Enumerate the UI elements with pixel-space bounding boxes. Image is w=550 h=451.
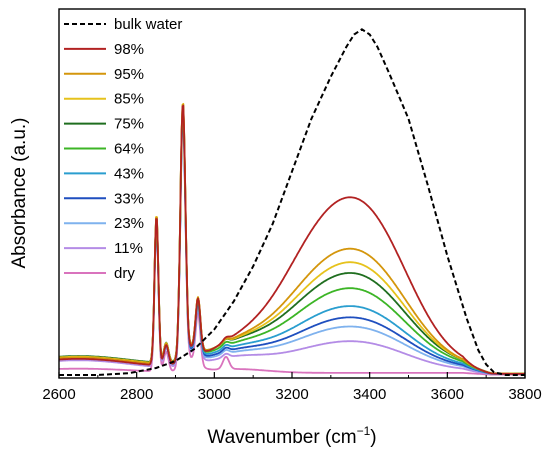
legend: bulk water 98% 95% 85% 75% 64% 43% 33% 23% 11% dry [64, 16, 182, 282]
legend-label: 43% [114, 165, 144, 182]
x-tick-label: 3200 [275, 386, 308, 403]
legend-label: bulk water [114, 16, 182, 33]
legend-label: 64% [114, 141, 144, 158]
legend-label: 11% [114, 240, 143, 257]
series-line-95-percent [59, 103, 525, 375]
x-tick-label: 3000 [198, 386, 231, 403]
x-axis-title-close: ) [370, 427, 376, 448]
series-line-bulk-water [59, 28, 525, 376]
x-tick-label: 3400 [353, 386, 386, 403]
series-line-98-percent [59, 104, 525, 375]
legend-label: 75% [114, 116, 144, 133]
legend-label: 95% [114, 66, 144, 83]
x-tick-label: 2800 [120, 386, 153, 403]
series-layer [59, 28, 525, 376]
x-axis-title-sup: −1 [357, 424, 371, 438]
legend-label: dry [114, 265, 135, 282]
x-tick-label: 2600 [42, 386, 75, 403]
legend-label: 33% [114, 190, 144, 207]
legend-label: 23% [114, 215, 144, 232]
x-tick-label: 3600 [431, 386, 464, 403]
x-axis-title-main: Wavenumber (cm [207, 427, 356, 448]
legend-label: 98% [114, 41, 144, 58]
ticks-layer: 2600 2800 3000 3200 3400 3600 3800 [42, 372, 542, 403]
x-tick-label: 3800 [508, 386, 541, 403]
legend-label: 85% [114, 91, 144, 108]
y-axis-title: Absorbance (a.u.) [9, 117, 30, 268]
series-line-11-percent [59, 120, 525, 376]
x-axis-title: Wavenumber (cm−1) [207, 424, 376, 448]
